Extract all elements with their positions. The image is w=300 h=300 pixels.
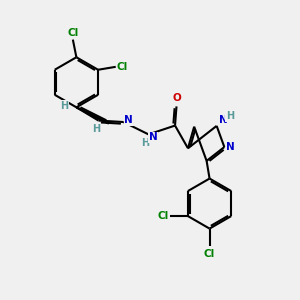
Text: O: O <box>172 93 181 103</box>
Text: N: N <box>148 132 157 142</box>
Text: Cl: Cl <box>157 211 169 221</box>
Text: N: N <box>226 142 235 152</box>
Text: N: N <box>219 115 227 125</box>
Text: H: H <box>226 112 234 122</box>
Text: Cl: Cl <box>67 28 79 38</box>
Text: H: H <box>142 138 150 148</box>
Text: Cl: Cl <box>204 249 215 259</box>
Text: H: H <box>92 124 100 134</box>
Text: H: H <box>60 101 68 111</box>
Text: Cl: Cl <box>117 62 128 72</box>
Text: N: N <box>124 115 133 125</box>
